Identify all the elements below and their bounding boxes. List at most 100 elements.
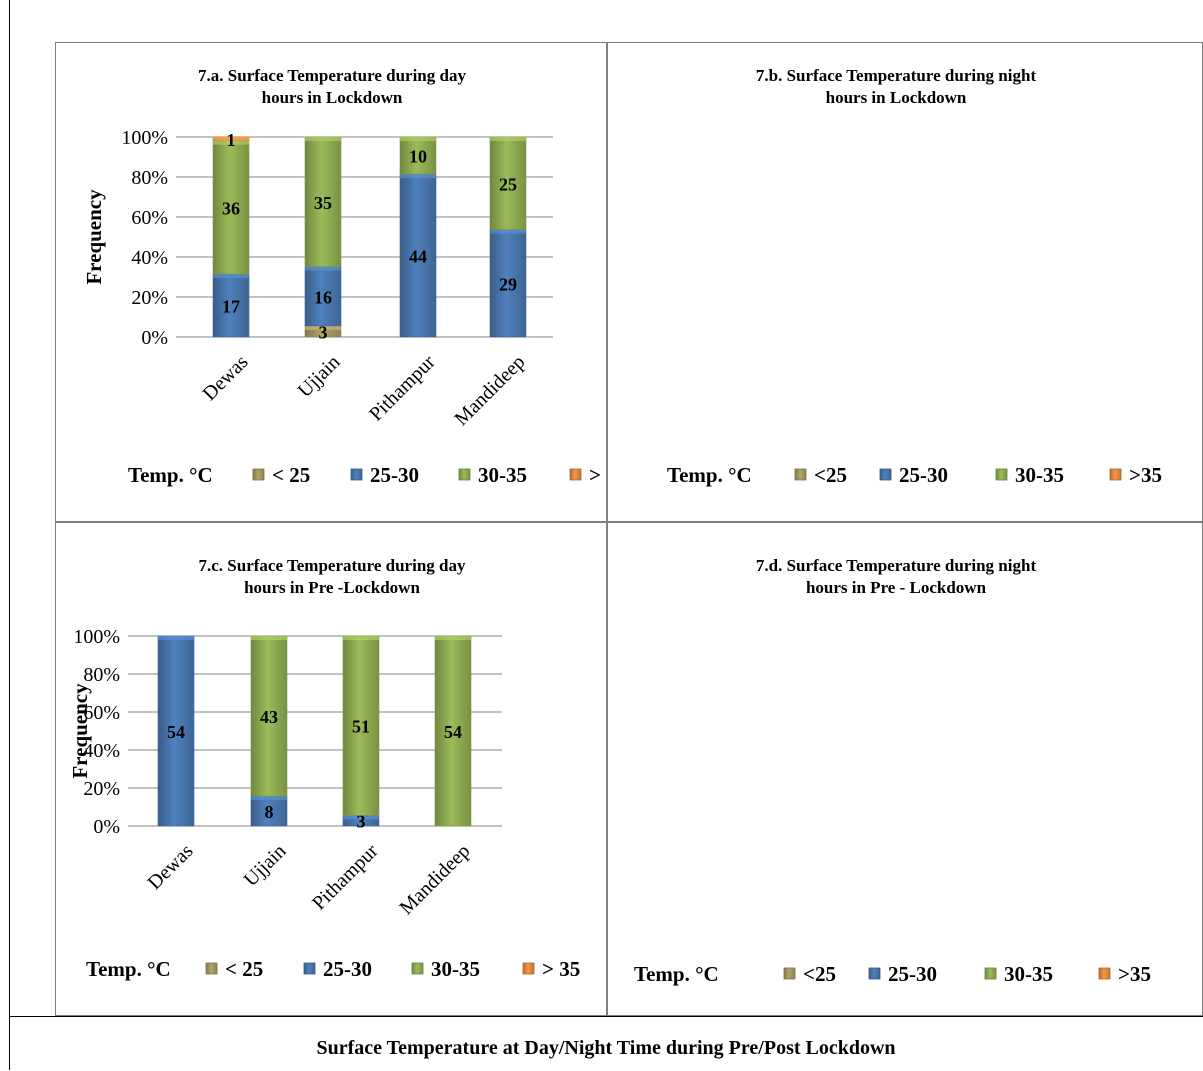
- y-tick-label: 0%: [141, 327, 168, 349]
- legend-swatch: [411, 962, 424, 975]
- y-tick-label: 0%: [93, 816, 120, 838]
- category-label: Mandideep: [395, 840, 474, 919]
- chart-title-line: hours in Lockdown: [826, 88, 967, 107]
- bar-segment: [399, 173, 437, 338]
- chart-svg: 7.c. Surface Temperature during day hours…: [68, 556, 580, 981]
- data-label: 1: [227, 130, 236, 150]
- y-axis-label: Frequency: [82, 189, 106, 285]
- bar-segment-cap: [251, 796, 287, 801]
- y-tick-label: 100%: [73, 626, 120, 648]
- bar-segment: [434, 635, 472, 827]
- caption-row: Surface Temperature at Day/Night Time du…: [9, 1016, 1203, 1071]
- chart-title-line: 7.d. Surface Temperature during night: [756, 556, 1037, 575]
- data-label: 54: [444, 722, 462, 742]
- legend-entry: < 25: [225, 957, 263, 981]
- chart-panel-7b: 7.b. Surface Temperature during night hou…: [607, 42, 1203, 522]
- bar-segment-cap: [343, 815, 379, 820]
- category-label: Pithampur: [365, 351, 440, 426]
- data-label: 35: [314, 193, 332, 213]
- chart-title-line: hours in Lockdown: [262, 88, 403, 107]
- bar-segment-cap: [305, 266, 341, 271]
- category-label: Pithampur: [308, 840, 383, 915]
- data-label: 29: [499, 274, 517, 294]
- data-label: 16: [314, 287, 332, 307]
- legend-swatch: [879, 468, 892, 481]
- bar-segment: [250, 635, 288, 797]
- legend-entry: >35: [1129, 463, 1162, 487]
- legend-title: Temp. °C: [86, 957, 171, 981]
- legend-title: Temp. °C: [634, 962, 719, 986]
- legend-entry: >35: [1118, 962, 1151, 986]
- legend-swatch: [252, 468, 265, 481]
- bar-segment-cap: [213, 140, 249, 145]
- data-label: 51: [352, 717, 370, 737]
- bar-segment-cap: [251, 636, 287, 640]
- legend-entry: <25: [803, 962, 836, 986]
- y-tick-label: 60%: [83, 702, 120, 724]
- bar-segment-cap: [305, 325, 341, 330]
- legend-entry: 25-30: [370, 463, 419, 487]
- bar-segment-cap: [400, 174, 436, 179]
- bar-segment-cap: [435, 636, 471, 640]
- chart-title-line: hours in Pre - Lockdown: [806, 578, 987, 597]
- bar-segment-cap: [158, 636, 194, 640]
- y-tick-label: 40%: [83, 740, 120, 762]
- bar-segment: [157, 635, 195, 827]
- chart-panel-7c: 7.c. Surface Temperature during day hours…: [55, 522, 607, 1016]
- y-tick-label: 40%: [131, 247, 168, 269]
- bar-segment: [399, 136, 437, 175]
- legend-entry: < 25: [272, 463, 310, 487]
- category-label: Ujjain: [240, 840, 291, 891]
- chart-title-line: 7.b. Surface Temperature during night: [756, 66, 1037, 85]
- category-label: Dewas: [143, 840, 197, 894]
- legend-entry: 30-35: [1004, 962, 1053, 986]
- category-label: Mandideep: [450, 351, 529, 430]
- figure-caption: Surface Temperature at Day/Night Time du…: [316, 1037, 896, 1059]
- legend-swatch: [1109, 468, 1122, 481]
- page-left-border: [9, 0, 10, 1070]
- bar-segment: [212, 140, 250, 275]
- legend-entry: 30-35: [431, 957, 480, 981]
- legend-swatch: [458, 468, 471, 481]
- chart-svg: 7.d. Surface Temperature during night hou…: [634, 556, 1151, 986]
- data-label: 10: [409, 147, 427, 167]
- y-tick-label: 20%: [83, 778, 120, 800]
- bar-segment-cap: [213, 137, 249, 141]
- legend-entry: 25-30: [888, 962, 937, 986]
- bar-segment: [489, 229, 527, 338]
- bar-segment: [250, 795, 288, 827]
- legend-entry: 30-35: [478, 463, 527, 487]
- legend-swatch: [794, 468, 807, 481]
- legend-swatch: [569, 468, 582, 481]
- legend-entry: 25-30: [323, 957, 372, 981]
- data-label: 17: [222, 297, 240, 317]
- bar-segment-cap: [490, 229, 526, 234]
- y-tick-label: 60%: [131, 207, 168, 229]
- bar-segment-cap: [343, 636, 379, 640]
- legend-swatch: [1098, 967, 1111, 980]
- legend-entry: 25-30: [899, 463, 948, 487]
- data-label: 44: [409, 247, 427, 267]
- category-label: Ujjain: [294, 351, 345, 402]
- y-tick-label: 80%: [131, 167, 168, 189]
- bar-segment-cap: [305, 137, 341, 141]
- bar-segment-cap: [490, 137, 526, 141]
- data-label: 36: [222, 198, 240, 218]
- data-label: 54: [167, 722, 185, 742]
- bar-segment-cap: [400, 137, 436, 141]
- legend-swatch: [350, 468, 363, 481]
- legend-swatch: [205, 962, 218, 975]
- data-label: 25: [499, 174, 517, 194]
- data-label: 43: [260, 707, 278, 727]
- chart-panel-7d: 7.d. Surface Temperature during night hou…: [607, 522, 1203, 1016]
- legend-swatch: [783, 967, 796, 980]
- data-label: 3: [357, 812, 366, 832]
- chart-panel-7a: 7.a. Surface Temperature during day hours…: [55, 42, 608, 522]
- legend-swatch: [303, 962, 316, 975]
- legend-title: Temp. °C: [667, 463, 752, 487]
- bar-segment: [304, 266, 342, 327]
- legend-entry: > 35: [542, 957, 580, 981]
- y-tick-label: 20%: [131, 287, 168, 309]
- y-tick-label: 80%: [83, 664, 120, 686]
- legend-swatch: [995, 468, 1008, 481]
